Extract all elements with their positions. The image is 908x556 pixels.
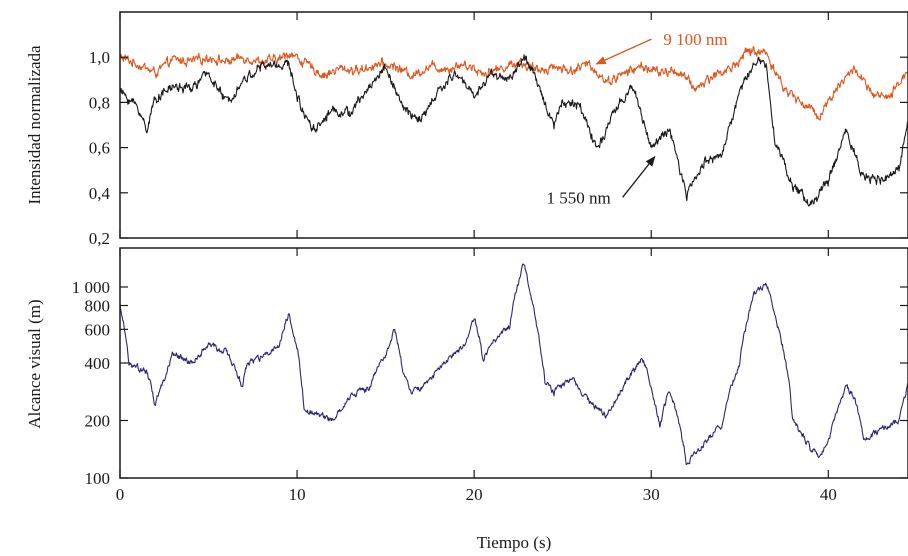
top-panel: 0,2 0,4 0,6 0,8 1,0 9 100 nm 1 550 nm Intensi…: [25, 11, 908, 248]
top-ytick-label-0: 0,2: [89, 229, 110, 248]
bottom-ytick-label-2: 400: [85, 354, 111, 373]
top-ytick-label-3: 0,8: [89, 93, 110, 112]
bottom-ytick-label-3: 600: [85, 320, 111, 339]
bottom-series-group: [119, 263, 908, 466]
bottom-xtick-label-40: 40: [820, 485, 837, 504]
top-plot-frame: [119, 11, 908, 239]
top-annotations-group: 9 100 nm 1 550 nm: [547, 30, 728, 207]
bottom-xtick-label-30: 30: [643, 485, 660, 504]
top-ylabel: Intensidad normalizada: [25, 45, 44, 205]
bottom-xtick-label-20: 20: [466, 485, 483, 504]
bottom-ytick-label-1: 200: [85, 412, 111, 431]
bottom-xtick-label-0: 0: [116, 485, 125, 504]
bottom-xlabel: Tiempo (s): [477, 533, 551, 552]
top-ytick-label-2: 0,6: [89, 139, 110, 158]
top-ytick-label-1: 0,4: [89, 184, 111, 203]
bottom-series-1-line: [119, 263, 908, 466]
bottom-ylabel: Alcance visual (m): [25, 299, 44, 428]
top-ticks-group: 0,2 0,4 0,6 0,8 1,0: [89, 12, 908, 248]
annotation-label-1: 9 100 nm: [663, 30, 727, 49]
bottom-ytick-label-0: 100: [85, 469, 111, 488]
annotation-label-2: 1 550 nm: [547, 188, 611, 207]
bottom-plot-frame: [119, 247, 908, 479]
annotation-arrow-2: [622, 155, 656, 198]
bottom-ytick-label-4: 800: [85, 297, 111, 316]
top-series-2-line: [119, 54, 908, 207]
top-ytick-label-4: 1,0: [89, 48, 110, 67]
bottom-ytick-label-5: 1 000: [72, 278, 110, 297]
annotation-arrow-1: [595, 38, 652, 65]
top-series-1-line: [119, 46, 908, 121]
bottom-xtick-label-10: 10: [289, 485, 306, 504]
top-series-group: [119, 46, 908, 207]
